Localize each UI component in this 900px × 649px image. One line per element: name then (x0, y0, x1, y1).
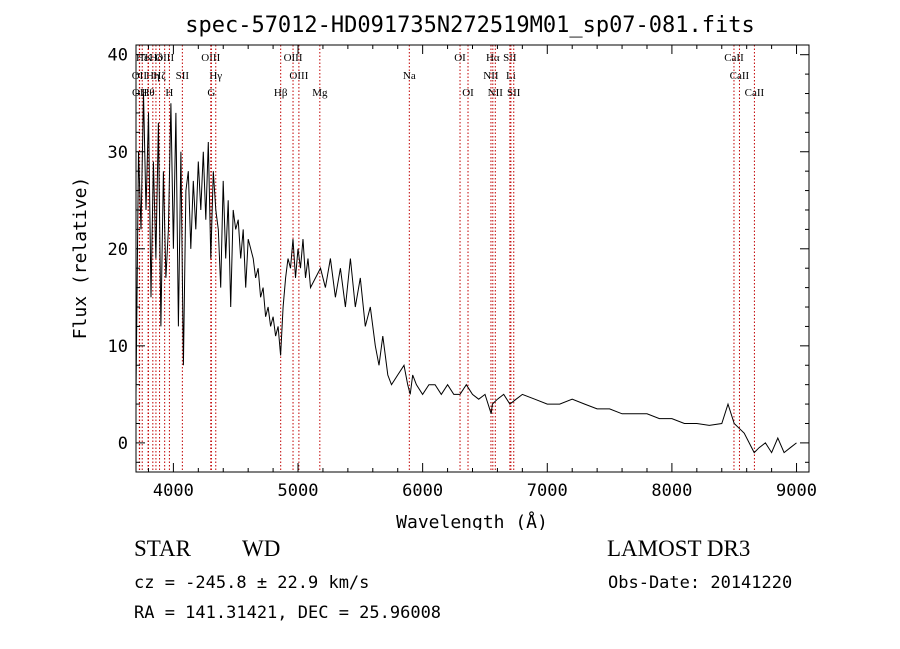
object-class: STAR (134, 536, 191, 561)
redshift-velocity: cz = -245.8 ± 22.9 km/s (134, 573, 370, 593)
y-tick-label: 0 (118, 434, 128, 454)
spectral-line-label: SII (503, 52, 517, 64)
spectral-line-label: Hγ (209, 70, 222, 82)
spectral-line-label: K (144, 52, 152, 64)
spectral-line-label: CaII (745, 87, 765, 99)
y-tick-label: 10 (108, 337, 128, 357)
y-tick-label: 40 (108, 46, 128, 66)
y-tick-label: 30 (108, 143, 128, 163)
spectrum-line (135, 93, 797, 454)
spectral-line-label: OI (454, 52, 466, 64)
x-tick-label: 9000 (776, 481, 817, 501)
spectral-line-label: NII (488, 87, 504, 99)
spectral-line-label: OIII (289, 70, 308, 82)
survey-name: LAMOST DR3 (607, 536, 751, 561)
x-axis-label: Wavelength (Å) (396, 511, 548, 530)
spectral-line-label: OIII (155, 52, 174, 64)
spectral-line-label: Na (403, 70, 416, 82)
spectral-line-label: Hβ (274, 87, 288, 99)
x-tick-label: 6000 (402, 481, 443, 501)
spectral-line-label: Mg (312, 87, 328, 99)
x-tick-label: 7000 (527, 481, 568, 501)
spectral-line-label: OIII (284, 52, 303, 64)
chart-title: spec-57012-HD091735N272519M01_sp07-081.f… (185, 13, 755, 38)
y-axis-label: Flux (relative) (70, 177, 91, 340)
spectral-line-label: OI (462, 87, 474, 99)
spectral-line-label: Hα (486, 52, 500, 64)
spectral-line-label: G (207, 87, 215, 99)
spectral-line-label: NII (483, 70, 499, 82)
spectral-line-label: H (165, 87, 173, 99)
spectral-line-label: SII (507, 87, 521, 99)
ra-dec-coordinates: RA = 141.31421, DEC = 25.96008 (134, 603, 442, 623)
spectral-line-label: CaII (730, 70, 750, 82)
x-tick-label: 8000 (651, 481, 692, 501)
x-tick-label: 4000 (153, 481, 194, 501)
object-subclass: WD (242, 536, 281, 561)
observation-date: Obs-Date: 20141220 (608, 573, 793, 593)
spectrum-chart: spec-57012-HD091735N272519M01_sp07-081.f… (70, 13, 817, 530)
y-tick-label: 20 (108, 240, 128, 260)
spectral-line-label: OIII (201, 52, 220, 64)
spectral-line-label: Hη (146, 70, 160, 82)
plot-frame (135, 44, 810, 473)
spectral-line-label: Li (506, 70, 516, 82)
spectral-line-label: CaII (724, 52, 744, 64)
spectral-line-label: SII (176, 70, 190, 82)
spectral-line-label: Hζ (153, 70, 166, 82)
x-tick-label: 5000 (278, 481, 319, 501)
spectral-line-label: Hθ (141, 87, 154, 99)
axis-ticks: 4000 5000 6000 7000 8000 9000 0 10 20 30 40 (108, 45, 817, 501)
spectral-line-label: Hδ (149, 52, 162, 64)
